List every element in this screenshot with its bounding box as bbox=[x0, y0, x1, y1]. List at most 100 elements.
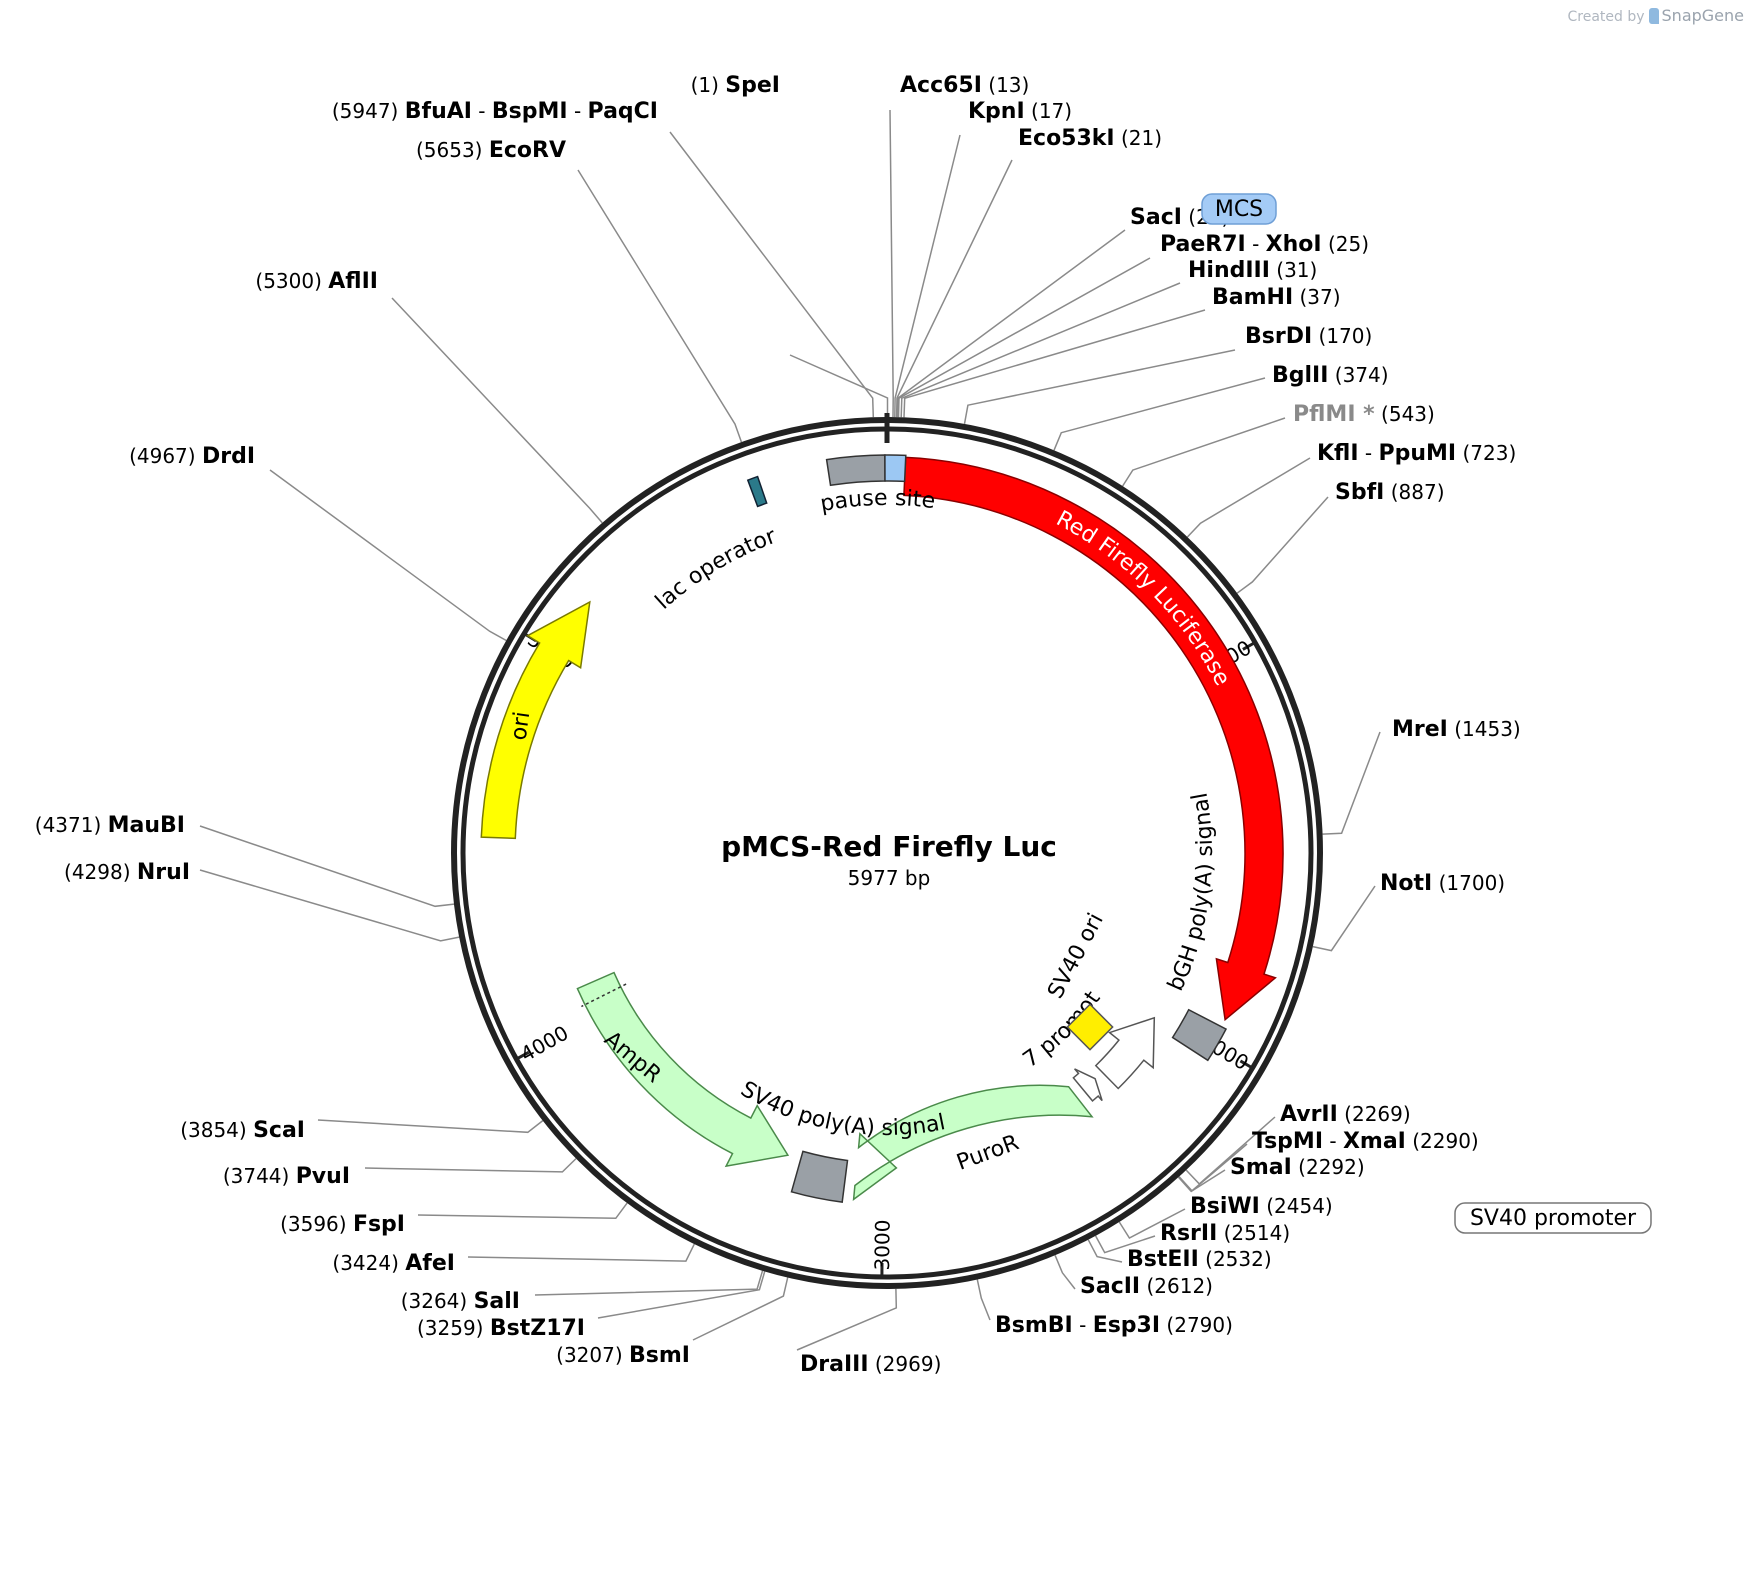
site-leader-line bbox=[895, 159, 1013, 418]
bgh-polya-block[interactable] bbox=[1171, 1008, 1228, 1062]
restriction-site-label[interactable]: (5653) EcoRV bbox=[416, 138, 566, 163]
restriction-site-label[interactable]: (3207) BsmI bbox=[556, 1343, 690, 1368]
site-enzyme-name: EcoRV bbox=[489, 138, 566, 163]
ori-label: ori bbox=[507, 710, 536, 742]
restriction-site-label[interactable]: SmaI (2292) bbox=[1230, 1155, 1365, 1180]
site-separator: - bbox=[1073, 1313, 1093, 1337]
site-leader-line bbox=[976, 1279, 991, 1321]
site-position: (2514) bbox=[1224, 1221, 1291, 1245]
restriction-site-label[interactable]: HindIII (31) bbox=[1188, 258, 1317, 283]
mcs-block[interactable] bbox=[884, 454, 907, 483]
site-enzyme-name: BfuAI bbox=[405, 99, 472, 124]
site-position: (374) bbox=[1335, 363, 1389, 387]
site-position: (2454) bbox=[1266, 1194, 1333, 1218]
site-position: (2969) bbox=[875, 1352, 942, 1376]
site-position: (1700) bbox=[1439, 871, 1506, 895]
site-enzyme-name: NotI bbox=[1380, 871, 1432, 896]
site-position: (2292) bbox=[1298, 1155, 1365, 1179]
mcs-callout[interactable]: MCS bbox=[1201, 193, 1277, 225]
restriction-site-label[interactable]: (1) SpeI bbox=[691, 73, 780, 98]
site-position: (2532) bbox=[1205, 1247, 1272, 1271]
restriction-site-label[interactable]: AvrII (2269) bbox=[1280, 1102, 1411, 1127]
site-enzyme-name: NruI bbox=[137, 860, 190, 885]
restriction-site-label[interactable]: BsiWI (2454) bbox=[1190, 1194, 1333, 1219]
restriction-site-label[interactable]: BglII (374) bbox=[1272, 363, 1389, 388]
sv40-polya-block[interactable] bbox=[790, 1150, 849, 1203]
restriction-site-label[interactable]: BsrDI (170) bbox=[1245, 324, 1372, 349]
credit-brand: SnapGene bbox=[1661, 6, 1744, 25]
site-leader-line bbox=[963, 349, 1236, 425]
pause-site-block[interactable] bbox=[825, 454, 886, 487]
restriction-site-label[interactable]: NotI (1700) bbox=[1380, 871, 1505, 896]
restriction-site-label[interactable]: Acc65I (13) bbox=[900, 73, 1029, 98]
features: Red Firefly Luciferase pause site lac op… bbox=[0, 0, 1284, 1203]
site-position: (543) bbox=[1381, 402, 1435, 426]
site-leader-line bbox=[317, 1119, 544, 1134]
restriction-site-label[interactable]: KpnI (17) bbox=[968, 99, 1072, 124]
restriction-site-label[interactable]: (4967) DrdI bbox=[129, 444, 255, 469]
site-leader-line bbox=[894, 134, 961, 418]
site-enzyme-name: XhoI bbox=[1266, 232, 1322, 257]
site-leader-line bbox=[1121, 417, 1286, 487]
restriction-site-label[interactable]: (4298) NruI bbox=[64, 860, 190, 885]
sv40-promoter-callout-label: SV40 promoter bbox=[1470, 1206, 1637, 1231]
site-enzyme-name: FspI bbox=[353, 1212, 405, 1237]
restriction-site-label[interactable]: (5947) BfuAI - BspMI - PaqCI bbox=[332, 99, 658, 124]
restriction-site-label[interactable]: SbfI (887) bbox=[1335, 480, 1445, 505]
restriction-site-label[interactable]: BstEII (2532) bbox=[1127, 1247, 1272, 1272]
restriction-site-label[interactable]: (5300) AflII bbox=[255, 269, 378, 294]
restriction-site-label[interactable]: (3424) AfeI bbox=[332, 1251, 455, 1276]
restriction-site-label[interactable]: PflMI * (543) bbox=[1293, 402, 1435, 427]
ori-arrow[interactable] bbox=[480, 600, 591, 840]
site-leader-line bbox=[199, 825, 455, 908]
restriction-site-label[interactable]: BamHI (37) bbox=[1212, 285, 1341, 310]
restriction-site-label[interactable]: (3744) PvuI bbox=[223, 1164, 350, 1189]
sv40-promoter-callout[interactable]: SV40 promoter bbox=[1454, 1202, 1652, 1234]
ampr-promoter-divider bbox=[581, 983, 627, 1008]
site-leader-line bbox=[692, 1277, 789, 1341]
restriction-site-label[interactable]: DraIII (2969) bbox=[800, 1352, 941, 1377]
puror-arrow[interactable] bbox=[852, 1084, 1094, 1201]
restriction-site-label[interactable]: BsmBI - Esp3I (2790) bbox=[995, 1313, 1233, 1338]
restriction-site-label[interactable]: RsrII (2514) bbox=[1160, 1221, 1290, 1246]
red-firefly-luciferase-arrow[interactable] bbox=[903, 456, 1284, 1022]
site-enzyme-name: PflMI * bbox=[1293, 402, 1375, 427]
site-position: (2790) bbox=[1166, 1313, 1233, 1337]
site-leader-line bbox=[1118, 1208, 1186, 1239]
site-position: (3854) bbox=[180, 1118, 247, 1142]
site-position: (4298) bbox=[64, 860, 131, 884]
site-position: (37) bbox=[1300, 285, 1341, 309]
site-position: (4967) bbox=[129, 444, 196, 468]
site-leader-line bbox=[1054, 1255, 1076, 1290]
restriction-site-label[interactable]: (3264) SalI bbox=[401, 1289, 520, 1314]
restriction-site-label[interactable]: (3596) FspI bbox=[280, 1212, 405, 1237]
site-separator: - bbox=[1246, 232, 1266, 256]
site-position: (5300) bbox=[255, 269, 322, 293]
restriction-site-label[interactable]: KflI - PpuMI (723) bbox=[1317, 441, 1516, 466]
restriction-site-label[interactable]: (4371) MauBI bbox=[35, 813, 185, 838]
sv40-promoter-arrow[interactable] bbox=[1094, 1016, 1156, 1090]
mcs-callout-label: MCS bbox=[1215, 197, 1263, 222]
restriction-site-label[interactable]: (3259) BstZ17I bbox=[417, 1316, 585, 1341]
ampr-arrow[interactable] bbox=[576, 971, 790, 1168]
restriction-site-label[interactable]: SacII (2612) bbox=[1080, 1274, 1213, 1299]
site-enzyme-name: PaeR7I bbox=[1160, 232, 1246, 257]
restriction-site-label[interactable]: MreI (1453) bbox=[1392, 717, 1521, 742]
site-enzyme-name: PpuMI bbox=[1378, 441, 1456, 466]
site-leader-line bbox=[1053, 377, 1266, 451]
lac-operator-block[interactable] bbox=[746, 475, 768, 508]
site-enzyme-name: KflI bbox=[1317, 441, 1359, 466]
restriction-site-label[interactable]: Eco53kI (21) bbox=[1018, 126, 1162, 151]
restriction-site-label[interactable]: (3854) ScaI bbox=[180, 1118, 305, 1143]
site-leader-line bbox=[1094, 1235, 1156, 1254]
site-position: (3596) bbox=[280, 1212, 347, 1236]
sv40-promoter-callout-box bbox=[1454, 1202, 1652, 1234]
sv40-ori-block[interactable] bbox=[1066, 1003, 1114, 1051]
em7-promoter-arrow[interactable] bbox=[1072, 1068, 1103, 1102]
snapgene-logo-icon bbox=[1648, 8, 1659, 24]
restriction-site-label[interactable]: TspMI - XmaI (2290) bbox=[1252, 1129, 1479, 1154]
site-enzyme-name: AflII bbox=[328, 269, 378, 294]
site-position: (13) bbox=[988, 73, 1029, 97]
snapgene-credit: Created by SnapGene bbox=[1567, 6, 1744, 25]
restriction-site-label[interactable]: PaeR7I - XhoI (25) bbox=[1160, 232, 1369, 257]
